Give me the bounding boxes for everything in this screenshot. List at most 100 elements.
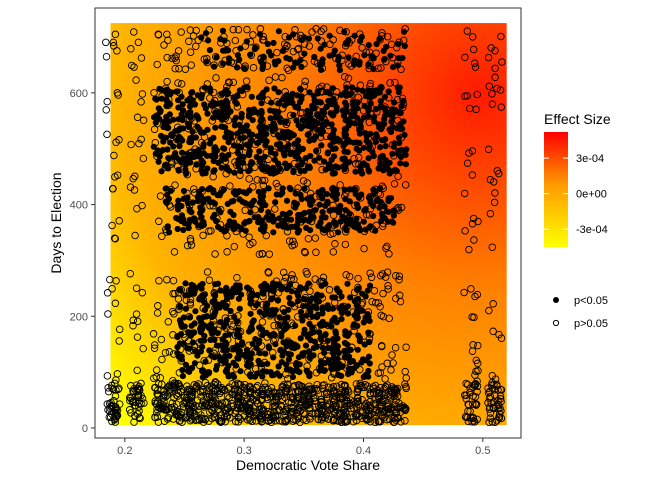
point-significant	[343, 103, 350, 110]
point-significant	[356, 59, 363, 66]
point-significant	[259, 288, 266, 295]
point-significant	[370, 212, 377, 220]
point-significant	[372, 188, 379, 195]
point-significant	[286, 56, 293, 63]
point-significant	[356, 130, 363, 137]
point-significant	[257, 110, 264, 117]
point-significant	[377, 98, 384, 105]
point-not-significant	[171, 289, 179, 298]
point-not-significant	[461, 92, 469, 100]
point-significant	[338, 316, 345, 323]
point-significant	[265, 185, 272, 192]
point-significant	[238, 87, 245, 95]
point-significant	[377, 126, 385, 133]
point-not-significant	[178, 418, 186, 426]
point-not-significant	[186, 400, 195, 408]
point-not-significant	[125, 406, 134, 414]
point-not-significant	[166, 203, 175, 211]
point-significant	[198, 157, 205, 164]
point-not-significant	[160, 41, 168, 49]
point-not-significant	[496, 395, 505, 403]
point-not-significant	[154, 30, 163, 39]
point-not-significant	[170, 310, 178, 318]
point-not-significant	[280, 277, 288, 286]
point-significant	[332, 163, 339, 170]
point-significant	[331, 360, 338, 367]
point-significant	[365, 329, 372, 336]
point-not-significant	[233, 273, 241, 282]
point-not-significant	[289, 417, 297, 425]
point-not-significant	[473, 382, 482, 390]
point-significant	[153, 113, 160, 120]
point-not-significant	[137, 54, 146, 62]
point-not-significant	[325, 286, 334, 294]
point-not-significant	[317, 395, 326, 404]
point-not-significant	[112, 408, 120, 417]
point-significant	[314, 291, 321, 298]
point-significant	[330, 184, 337, 191]
point-not-significant	[139, 116, 148, 125]
point-significant	[198, 129, 205, 136]
point-significant	[270, 354, 277, 361]
point-not-significant	[273, 48, 281, 57]
point-not-significant	[352, 380, 361, 388]
point-significant	[351, 57, 358, 64]
point-not-significant	[209, 403, 217, 412]
point-significant	[335, 349, 342, 357]
point-not-significant	[283, 41, 291, 50]
point-not-significant	[378, 270, 387, 278]
point-not-significant	[337, 394, 345, 402]
point-not-significant	[265, 76, 273, 85]
point-not-significant	[132, 284, 141, 292]
y-tick-label: 200	[70, 311, 88, 323]
point-significant	[325, 225, 332, 232]
point-significant	[253, 302, 260, 309]
point-significant	[259, 61, 267, 68]
point-significant	[283, 361, 290, 368]
point-not-significant	[468, 171, 477, 179]
point-significant	[329, 305, 336, 312]
point-significant	[376, 35, 383, 43]
point-not-significant	[292, 409, 301, 417]
point-not-significant	[245, 233, 253, 241]
point-not-significant	[491, 418, 499, 426]
point-not-significant	[461, 227, 469, 235]
point-not-significant	[212, 74, 220, 82]
point-significant	[349, 358, 356, 365]
point-significant	[248, 323, 255, 331]
point-significant	[174, 88, 181, 95]
point-significant	[366, 168, 373, 175]
point-significant	[210, 134, 217, 141]
point-significant	[275, 363, 282, 370]
point-significant	[225, 47, 232, 54]
point-not-significant	[155, 276, 163, 285]
point-significant	[224, 100, 231, 107]
x-tick-label: 0.4	[356, 445, 371, 457]
point-significant	[180, 226, 187, 234]
point-not-significant	[474, 217, 482, 226]
point-not-significant	[135, 382, 143, 391]
point-significant	[165, 165, 172, 172]
point-not-significant	[289, 47, 298, 56]
point-significant	[248, 159, 255, 166]
point-significant	[278, 333, 285, 340]
point-not-significant	[192, 26, 200, 35]
point-not-significant	[318, 82, 326, 91]
point-significant	[162, 134, 170, 141]
point-significant	[388, 118, 395, 125]
point-significant	[296, 369, 303, 376]
point-significant	[305, 35, 312, 42]
point-not-significant	[318, 406, 327, 414]
point-not-significant	[331, 405, 340, 413]
point-not-significant	[164, 36, 172, 45]
point-significant	[285, 216, 292, 223]
point-significant	[237, 167, 244, 175]
point-not-significant	[354, 274, 362, 283]
point-not-significant	[384, 285, 392, 293]
point-significant	[383, 162, 390, 169]
point-significant	[380, 167, 387, 174]
point-not-significant	[490, 398, 498, 407]
point-significant	[223, 368, 230, 375]
point-not-significant	[374, 369, 383, 377]
point-significant	[293, 117, 300, 124]
